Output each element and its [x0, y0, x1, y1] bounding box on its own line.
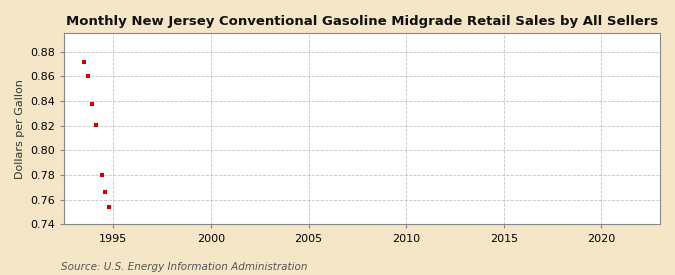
Title: Monthly New Jersey Conventional Gasoline Midgrade Retail Sales by All Sellers: Monthly New Jersey Conventional Gasoline… — [66, 15, 658, 28]
Y-axis label: Dollars per Gallon: Dollars per Gallon — [15, 79, 25, 179]
Text: Source: U.S. Energy Information Administration: Source: U.S. Energy Information Administ… — [61, 262, 307, 272]
